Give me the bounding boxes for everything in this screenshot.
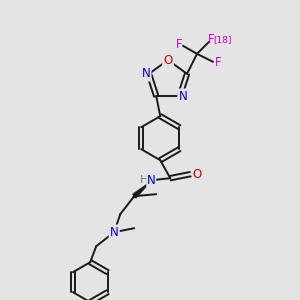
Text: F: F (215, 56, 221, 69)
Text: N: N (178, 90, 187, 103)
Text: F: F (176, 38, 182, 51)
Text: N: N (110, 226, 118, 239)
Text: N: N (142, 67, 150, 80)
Text: N: N (147, 174, 156, 187)
Text: F: F (208, 33, 214, 46)
Text: O: O (164, 53, 172, 67)
Text: [18]: [18] (213, 35, 231, 44)
Text: H: H (140, 175, 148, 185)
Polygon shape (132, 180, 152, 198)
Text: O: O (193, 168, 202, 181)
